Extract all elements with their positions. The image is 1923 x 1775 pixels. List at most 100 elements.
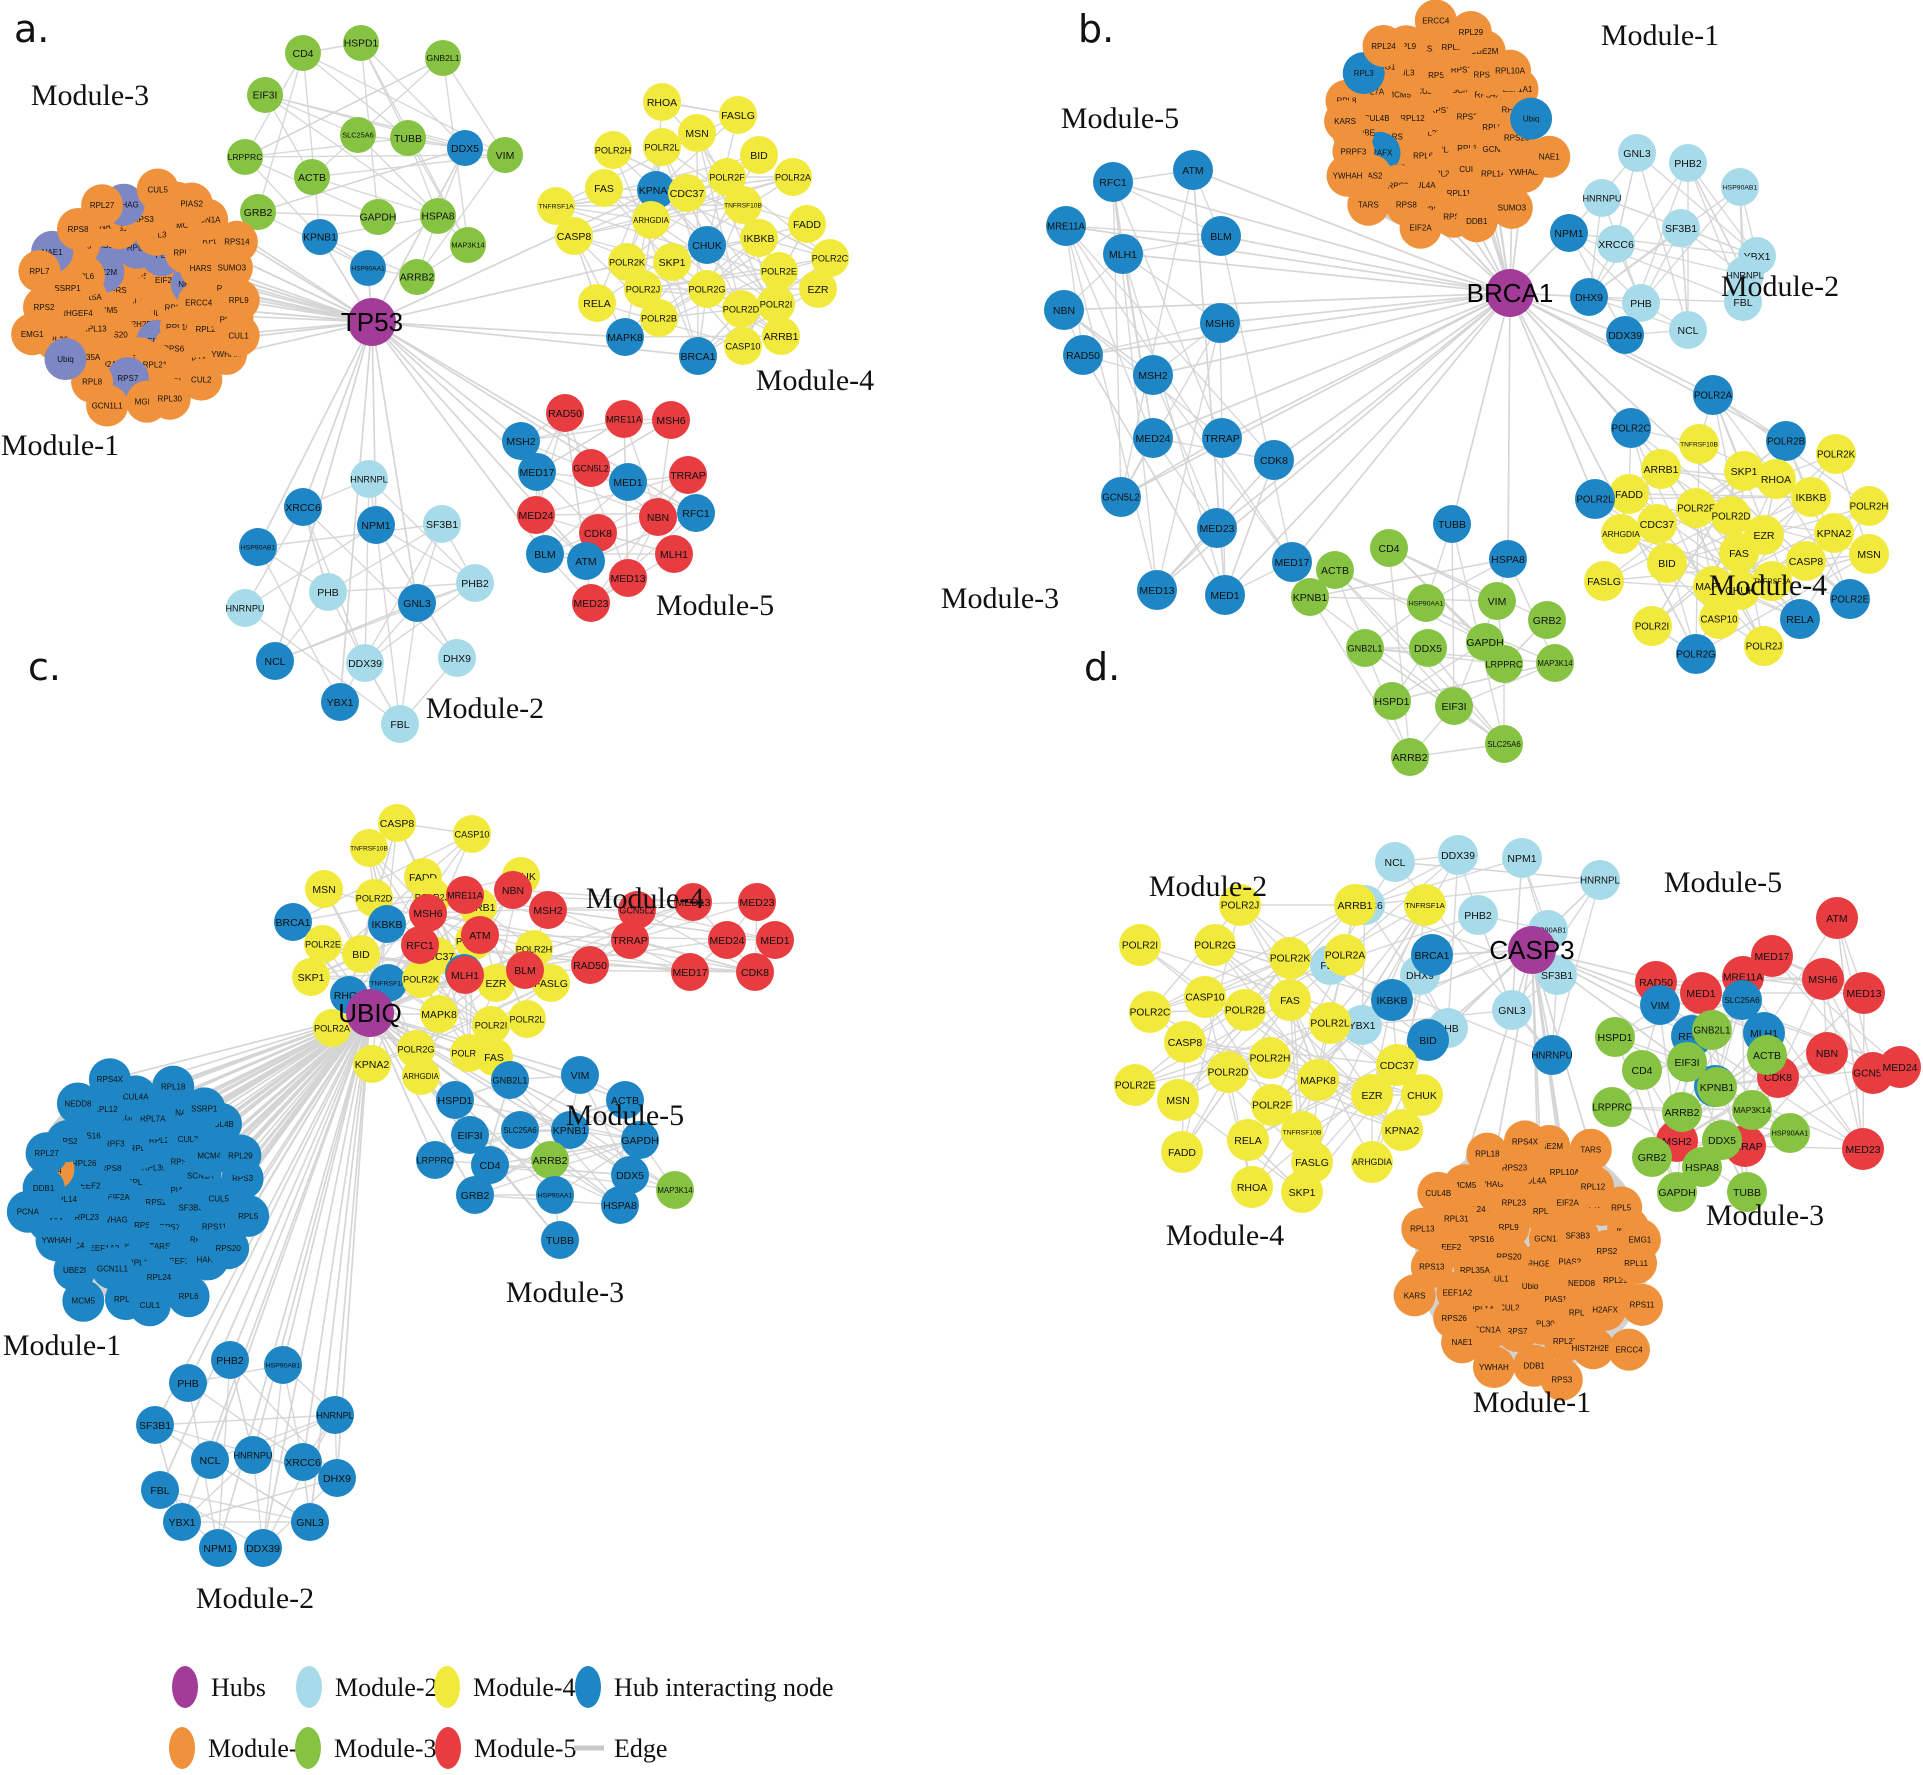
node-hspd1[interactable]	[436, 1081, 474, 1119]
node-npm1[interactable]	[1502, 838, 1542, 878]
node-ybx1[interactable]	[321, 683, 359, 721]
node-polr2e[interactable]	[760, 252, 798, 290]
node-ncl[interactable]	[256, 642, 294, 680]
node-casp8[interactable]	[555, 217, 593, 255]
node-nae1[interactable]	[1441, 1321, 1484, 1364]
node-hnrnpu[interactable]	[234, 1436, 272, 1474]
node-hsp90aa1[interactable]	[536, 1176, 574, 1214]
node-mcm4[interactable]	[188, 1134, 231, 1177]
node-ncl[interactable]	[1375, 842, 1415, 882]
node-tubb[interactable]	[541, 1221, 579, 1259]
node-dhx9[interactable]	[1570, 278, 1608, 316]
node-faslg[interactable]	[1584, 561, 1624, 601]
node-atm[interactable]	[1816, 897, 1858, 939]
node-atm[interactable]	[461, 916, 499, 954]
node-mre11a[interactable]	[1046, 206, 1086, 246]
node-vim[interactable]	[1478, 582, 1516, 620]
node-ywhah[interactable]	[1472, 1346, 1515, 1389]
node-phb[interactable]	[1622, 284, 1660, 322]
node-dhx9[interactable]	[318, 1459, 356, 1497]
node-sf3b1[interactable]	[423, 505, 461, 543]
node-ezr[interactable]	[799, 270, 837, 308]
node-ubiq[interactable]	[44, 338, 87, 381]
node-vim[interactable]	[561, 1056, 599, 1094]
node-hnrnpl[interactable]	[1580, 860, 1620, 900]
node-rpl5[interactable]	[227, 1194, 270, 1237]
node-brca1[interactable]	[679, 337, 717, 375]
node-polr2f[interactable]	[1251, 1084, 1293, 1126]
node-hspa8[interactable]	[420, 198, 456, 234]
node-polr2a[interactable]	[313, 1009, 351, 1047]
node-actb[interactable]	[606, 1081, 644, 1119]
node-ddx5[interactable]	[447, 130, 483, 166]
node-grb2[interactable]	[1632, 1137, 1672, 1177]
node-lrpprc[interactable]	[227, 139, 263, 175]
node-tnfrsf1a[interactable]	[537, 187, 575, 225]
node-msh2[interactable]	[529, 891, 567, 929]
node-cdk8[interactable]	[736, 953, 774, 991]
node-eif3i[interactable]	[1667, 1042, 1707, 1082]
node-cd4[interactable]	[1370, 529, 1408, 567]
node-blm[interactable]	[506, 951, 544, 989]
node-rps14[interactable]	[215, 220, 258, 263]
node-mcm5[interactable]	[62, 1279, 105, 1322]
node-polr2i[interactable]	[1119, 924, 1161, 966]
node-ncl[interactable]	[191, 1441, 229, 1479]
node-med1[interactable]	[756, 921, 794, 959]
node-msh2[interactable]	[502, 422, 540, 460]
node-ddx5[interactable]	[611, 1156, 649, 1194]
node-gnb2l1[interactable]	[1346, 629, 1384, 667]
node-map3k14[interactable]	[656, 1171, 694, 1209]
node-arhgdia[interactable]	[402, 1057, 440, 1095]
node-polr2a[interactable]	[774, 158, 812, 196]
node-mapk8[interactable]	[420, 995, 458, 1033]
node-rad50[interactable]	[546, 394, 584, 432]
node-nbn[interactable]	[639, 498, 677, 536]
node-rfc1[interactable]	[401, 926, 439, 964]
node-tnfrsf10b[interactable]	[1679, 424, 1719, 464]
node-lrpprc[interactable]	[1592, 1087, 1632, 1127]
node-polr2k[interactable]	[1269, 937, 1311, 979]
node-ikbkb[interactable]	[1791, 477, 1831, 517]
node-hspa8[interactable]	[1489, 540, 1527, 578]
node-nedd8[interactable]	[56, 1082, 99, 1125]
node-arrb1[interactable]	[1334, 884, 1376, 926]
node-chuk[interactable]	[1720, 570, 1760, 610]
node-nbn[interactable]	[1806, 1032, 1848, 1074]
node-rpl7[interactable]	[18, 250, 61, 293]
node-med17[interactable]	[1751, 935, 1793, 977]
node-tnfrsf10b[interactable]	[350, 829, 388, 867]
node-hspd1[interactable]	[343, 25, 379, 61]
node-rhoa[interactable]	[643, 83, 681, 121]
node-mlh1[interactable]	[1103, 234, 1143, 274]
node-polr2b[interactable]	[1224, 989, 1266, 1031]
node-ybx1[interactable]	[163, 1503, 201, 1541]
node-polr2l[interactable]	[643, 128, 681, 166]
node-cdc37[interactable]	[668, 174, 706, 212]
node-med13[interactable]	[1843, 972, 1885, 1014]
node-casp10[interactable]	[1184, 976, 1226, 1018]
node-polr2i[interactable]	[757, 285, 795, 323]
node-rps20[interactable]	[207, 1227, 250, 1270]
node-kpnb1[interactable]	[1697, 1067, 1737, 1107]
node-msh6[interactable]	[1802, 958, 1844, 1000]
node-cul2[interactable]	[180, 358, 223, 401]
node-med23[interactable]	[1842, 1128, 1884, 1170]
node-eif3i[interactable]	[451, 1116, 489, 1154]
node-msn[interactable]	[1157, 1079, 1199, 1121]
node-kpnb1[interactable]	[302, 219, 338, 255]
node-rpl27[interactable]	[25, 1132, 68, 1175]
node-npm1[interactable]	[1550, 214, 1588, 252]
node-blm[interactable]	[1201, 216, 1241, 256]
node-nae1[interactable]	[1528, 135, 1571, 178]
node-map3k14[interactable]	[450, 227, 486, 263]
node-eif3i[interactable]	[247, 77, 283, 113]
node-polr2h[interactable]	[594, 131, 632, 169]
node-gnl3[interactable]	[291, 1503, 329, 1541]
node-fbl[interactable]	[141, 1471, 179, 1509]
node-nbn[interactable]	[494, 871, 532, 909]
node-cul4b[interactable]	[1417, 1171, 1460, 1214]
node-hspa8[interactable]	[601, 1186, 639, 1224]
node-arrb2[interactable]	[1662, 1092, 1702, 1132]
node-pcna[interactable]	[6, 1190, 49, 1233]
